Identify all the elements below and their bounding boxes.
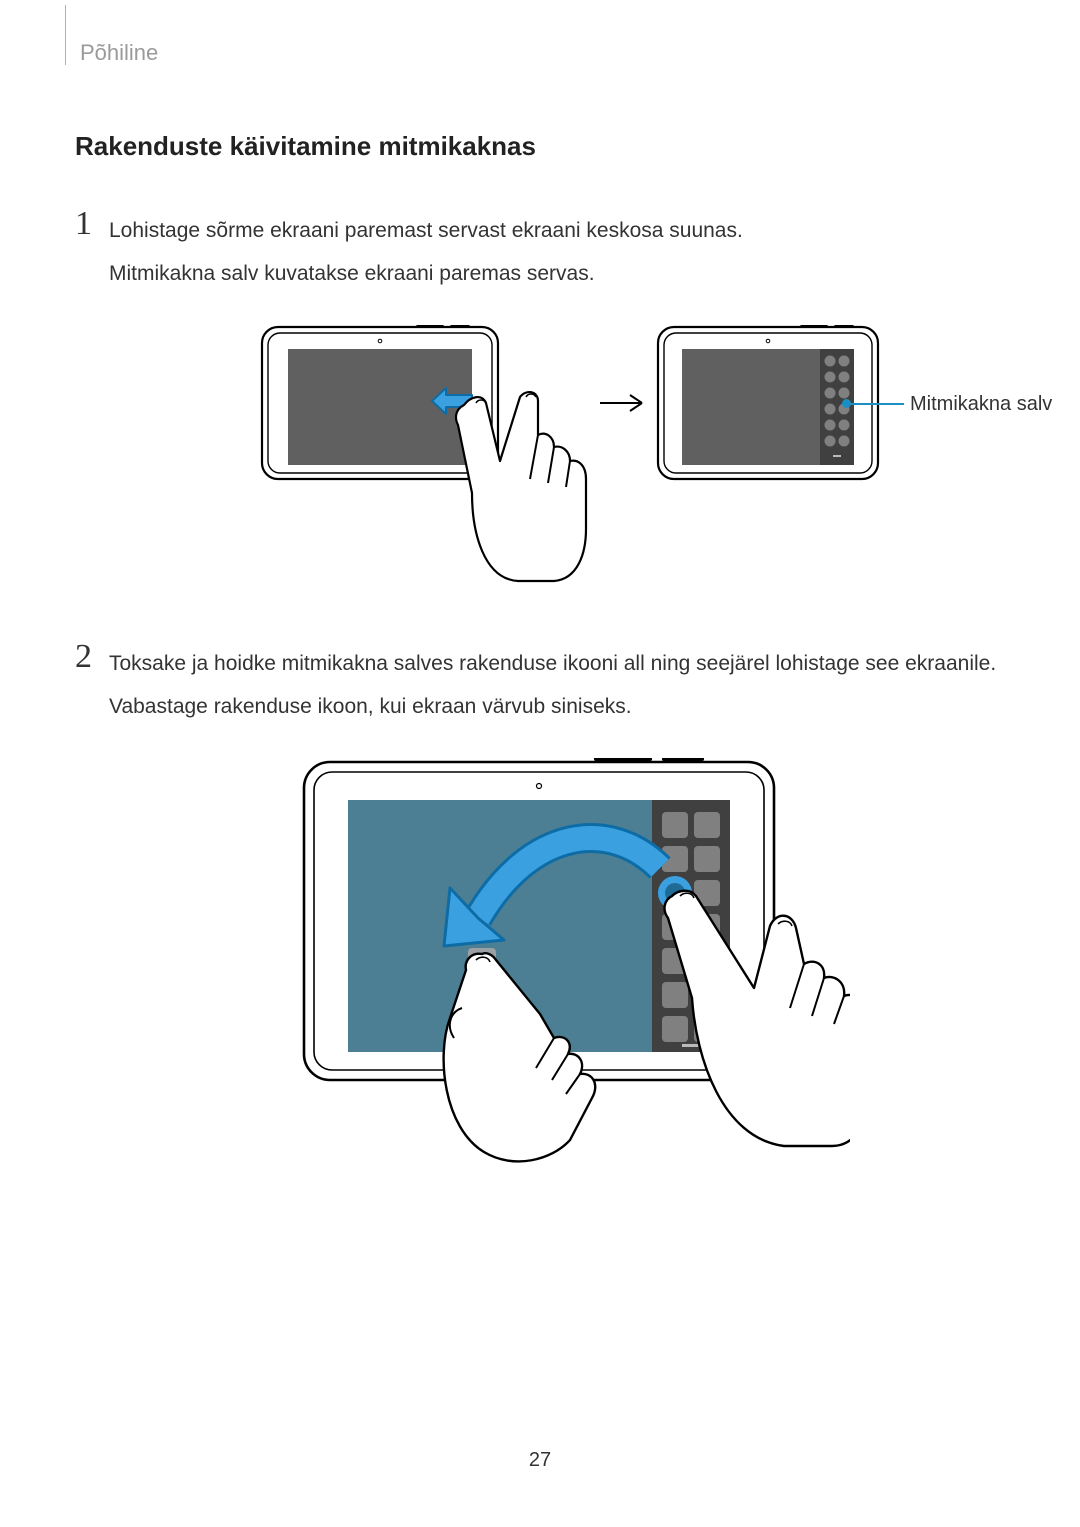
- step-text: Vabastage rakenduse ikoon, kui ekraan vä…: [109, 691, 1005, 724]
- callout-label: Mitmikakna salv: [910, 393, 1052, 416]
- section-title: Rakenduste käivitamine mitmikaknas: [75, 131, 1005, 162]
- step-text: Lohistage sõrme ekraani paremast servast…: [109, 215, 1005, 248]
- step-1: 1 Lohistage sõrme ekraani paremast serva…: [75, 207, 1005, 300]
- step-2: 2 Toksake ja hoidke mitmikakna salves ra…: [75, 640, 1005, 733]
- step-text: Mitmikakna salv kuvatakse ekraani parema…: [109, 258, 1005, 291]
- step-number: 1: [75, 207, 109, 300]
- callout-line: [846, 403, 904, 405]
- figure-2: [75, 758, 1005, 1188]
- step-number: 2: [75, 640, 109, 733]
- step-text: Toksake ja hoidke mitmikakna salves rake…: [109, 648, 1005, 681]
- header-label: Põhiline: [80, 40, 1005, 66]
- page-number: 27: [0, 1449, 1080, 1472]
- figure-1: Mitmikakna salv: [75, 325, 1005, 590]
